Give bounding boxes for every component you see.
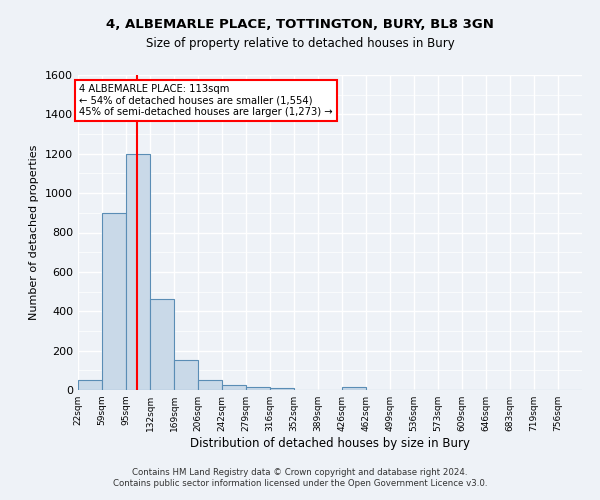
Bar <box>342 387 366 390</box>
Text: Size of property relative to detached houses in Bury: Size of property relative to detached ho… <box>146 38 454 51</box>
Text: 4 ALBEMARLE PLACE: 113sqm
← 54% of detached houses are smaller (1,554)
45% of se: 4 ALBEMARLE PLACE: 113sqm ← 54% of detac… <box>79 84 333 117</box>
Bar <box>198 380 222 390</box>
Y-axis label: Number of detached properties: Number of detached properties <box>29 145 40 320</box>
Bar <box>150 300 174 390</box>
Text: 4, ALBEMARLE PLACE, TOTTINGTON, BURY, BL8 3GN: 4, ALBEMARLE PLACE, TOTTINGTON, BURY, BL… <box>106 18 494 30</box>
Bar <box>174 360 198 390</box>
Bar <box>126 154 150 390</box>
Bar <box>222 385 246 390</box>
Bar <box>270 388 294 390</box>
Text: Contains HM Land Registry data © Crown copyright and database right 2024.
Contai: Contains HM Land Registry data © Crown c… <box>113 468 487 487</box>
Bar <box>246 387 270 390</box>
Bar <box>102 213 126 390</box>
X-axis label: Distribution of detached houses by size in Bury: Distribution of detached houses by size … <box>190 437 470 450</box>
Bar <box>78 380 102 390</box>
